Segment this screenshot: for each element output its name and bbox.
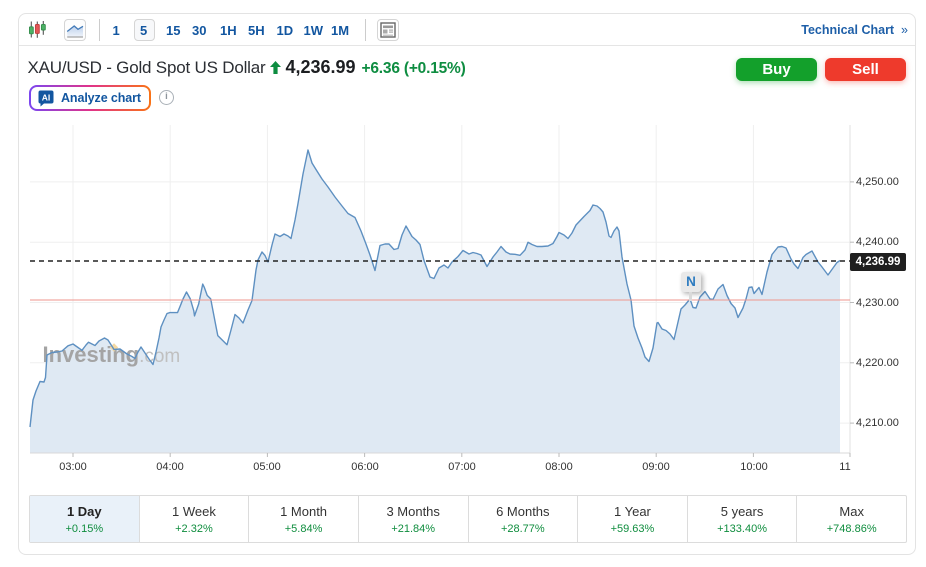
svg-text:Investing.com: Investing.com [43, 342, 181, 367]
svg-text:AI: AI [42, 92, 51, 102]
